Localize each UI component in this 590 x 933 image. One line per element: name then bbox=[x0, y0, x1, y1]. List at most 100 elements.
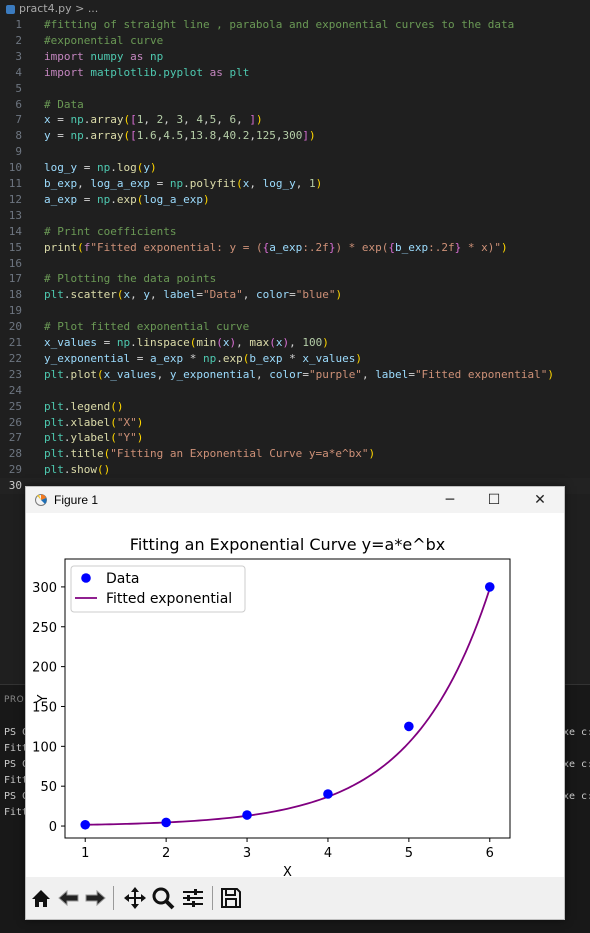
code-line[interactable]: 13 bbox=[0, 208, 590, 224]
code-line[interactable]: 10 log_y = np.log(y) bbox=[0, 160, 590, 176]
code-line[interactable]: 21 x_values = np.linspace(min(x), max(x),… bbox=[0, 335, 590, 351]
zoom-icon[interactable] bbox=[150, 885, 176, 911]
code-line[interactable]: 5 bbox=[0, 81, 590, 97]
configure-subplots-icon[interactable] bbox=[180, 885, 206, 911]
code-token: x_values bbox=[44, 336, 97, 349]
figure-window[interactable]: Figure 1 ─ ☐ ✕ Fitting an Exponential Cu… bbox=[25, 486, 565, 920]
line-number: 26 bbox=[8, 415, 22, 429]
code-line[interactable]: 29 plt.show() bbox=[0, 462, 590, 478]
code-line[interactable]: 26 plt.xlabel("X") bbox=[0, 415, 590, 431]
code-line[interactable]: 14 # Print coefficients bbox=[0, 224, 590, 240]
close-button[interactable]: ✕ bbox=[534, 492, 546, 508]
code-token: # Data bbox=[44, 97, 84, 111]
code-token: xlabel bbox=[70, 415, 111, 429]
code-token: . bbox=[63, 367, 71, 381]
code-line[interactable]: 28 plt.title("Fitting an Exponential Curv… bbox=[0, 446, 590, 462]
code-token: label bbox=[375, 367, 409, 381]
code-token: ) bbox=[547, 367, 555, 381]
figure-titlebar[interactable]: Figure 1 ─ ☐ ✕ bbox=[26, 487, 564, 513]
code-line[interactable]: 22 y_exponential = a_exp * np.exp(b_exp *… bbox=[0, 351, 590, 367]
code-token: :.2f bbox=[428, 240, 455, 254]
code-line[interactable]: 18 plt.scatter(x, y, label="Data", color=… bbox=[0, 287, 590, 303]
save-icon[interactable] bbox=[218, 885, 244, 911]
code-line[interactable]: 23 plt.plot(x_values, y_exponential, colo… bbox=[0, 367, 590, 383]
code-line[interactable]: 20 # Plot fitted exponential curve bbox=[0, 319, 590, 335]
code-line[interactable]: 6 # Data bbox=[0, 97, 590, 113]
code-text: plt.plot(x_values, y_exponential, color=… bbox=[44, 367, 554, 383]
pan-icon[interactable] bbox=[122, 885, 148, 911]
code-text: plt.ylabel("Y") bbox=[44, 430, 143, 446]
plot-canvas[interactable]: Fitting an Exponential Curve y=a*e^bx 1 2 3… bbox=[26, 513, 564, 880]
x-axis-label: X bbox=[283, 865, 292, 877]
code-token: y_exponential bbox=[44, 351, 131, 365]
code-line[interactable]: 4 import matplotlib.pyplot as plt bbox=[0, 65, 590, 81]
breadcrumb-symbol[interactable]: ... bbox=[87, 2, 99, 15]
code-token: "Fitted exponential" bbox=[414, 367, 548, 381]
legend-label-data: Data bbox=[106, 571, 139, 587]
code-token: . bbox=[110, 192, 117, 206]
x-tick-label: 1 bbox=[81, 846, 89, 861]
code-line[interactable]: 17 # Plotting the data points bbox=[0, 271, 590, 287]
code-token: plt bbox=[44, 399, 64, 413]
code-line[interactable]: 2 #exponential curve bbox=[0, 33, 590, 49]
code-token: x bbox=[222, 336, 230, 349]
x-tick-label: 3 bbox=[243, 846, 251, 861]
code-token: , bbox=[149, 288, 164, 302]
code-line[interactable]: 3 import numpy as np bbox=[0, 49, 590, 65]
data-point bbox=[161, 817, 171, 828]
code-text: # Print coefficients bbox=[44, 224, 176, 240]
minimize-button[interactable]: ─ bbox=[445, 492, 455, 508]
back-arrow-icon[interactable] bbox=[56, 885, 82, 911]
breadcrumb-file[interactable]: pract4.py bbox=[19, 2, 72, 15]
exponential-chart: Fitting an Exponential Curve y=a*e^bx 1 2 3… bbox=[32, 535, 511, 880]
code-line[interactable]: 12 a_exp = np.exp(log_a_exp) bbox=[0, 192, 590, 208]
code-line[interactable]: 1 #fitting of straight line , parabola an… bbox=[0, 17, 590, 33]
code-token: import bbox=[44, 65, 91, 79]
code-token: [ bbox=[130, 129, 137, 143]
code-token: 40.2 bbox=[222, 129, 250, 143]
code-token: . bbox=[130, 336, 137, 349]
code-token: . bbox=[83, 129, 91, 143]
code-token: # Plotting the data points bbox=[44, 272, 217, 286]
code-token: () bbox=[97, 463, 111, 477]
code-token: ( bbox=[136, 192, 144, 206]
code-editor[interactable]: 1 #fitting of straight line , parabola an… bbox=[0, 17, 590, 495]
code-token: exp bbox=[116, 192, 137, 206]
code-line[interactable]: 19 bbox=[0, 303, 590, 319]
code-token: } bbox=[454, 240, 462, 254]
code-token: y_exponential bbox=[169, 367, 256, 381]
code-line[interactable]: 27 plt.ylabel("Y") bbox=[0, 430, 590, 446]
code-line[interactable]: 25 plt.legend() bbox=[0, 399, 590, 415]
code-token: . bbox=[216, 351, 223, 365]
maximize-button[interactable]: ☐ bbox=[487, 492, 501, 508]
breadcrumb[interactable]: pract4.py > ... bbox=[0, 0, 590, 17]
chart-title: Fitting an Exponential Curve y=a*e^bx bbox=[130, 535, 445, 554]
line-number: 7 bbox=[15, 113, 22, 127]
code-line[interactable]: 24 bbox=[0, 383, 590, 399]
panel-tab-problems[interactable]: PROB bbox=[4, 695, 31, 705]
code-token: ( bbox=[216, 336, 223, 349]
code-token: , bbox=[216, 129, 223, 143]
code-token: matplotlib.pyplot bbox=[90, 65, 203, 79]
code-token: "X" bbox=[116, 415, 137, 429]
line-number: 19 bbox=[8, 304, 22, 318]
code-token: { bbox=[388, 240, 396, 254]
code-token: , bbox=[77, 177, 91, 190]
code-token: = bbox=[50, 113, 71, 127]
legend-box bbox=[70, 565, 246, 613]
code-token: ) bbox=[315, 177, 323, 190]
code-line[interactable]: 16 bbox=[0, 256, 590, 272]
forward-arrow-icon[interactable] bbox=[82, 885, 108, 911]
line-number: 29 bbox=[8, 463, 22, 477]
y-tick-label: 300 bbox=[32, 581, 57, 596]
code-token: 125 bbox=[256, 129, 276, 143]
code-line[interactable]: 15 print(f"Fitted exponential: y = ({a_ex… bbox=[0, 240, 590, 256]
code-token: , bbox=[203, 113, 210, 127]
code-line[interactable]: 11 b_exp, log_a_exp = np.polyfit(x, log_y… bbox=[0, 176, 590, 192]
code-line[interactable]: 9 bbox=[0, 144, 590, 160]
home-icon[interactable] bbox=[28, 885, 54, 911]
code-token: ) bbox=[501, 240, 508, 254]
line-number: 3 bbox=[15, 49, 22, 63]
